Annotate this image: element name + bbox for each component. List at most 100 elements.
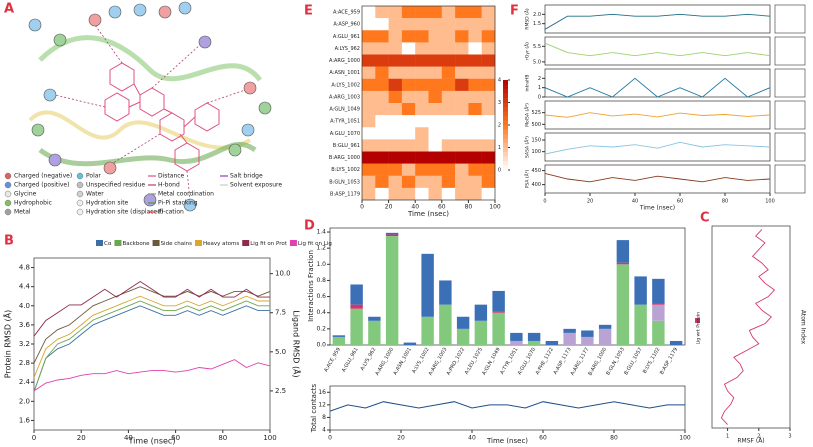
heat-cell [362, 18, 376, 31]
data-line [33, 280, 270, 337]
panel-letter: C [700, 211, 710, 226]
heat-cell [455, 18, 469, 31]
bar-segment [439, 304, 452, 345]
heat-cell [428, 139, 442, 152]
heat-cell [388, 30, 403, 43]
bar-segment [652, 303, 665, 305]
heat-cell [468, 151, 482, 164]
heat-cell [441, 90, 456, 104]
histogram-frame [774, 4, 806, 34]
heat-cell [428, 187, 442, 201]
heat-cell [375, 151, 389, 164]
legend-label: Salt bridge [230, 173, 263, 180]
y-axis-label: Protein RMSD (Å) [2, 310, 13, 379]
heat-cell [441, 42, 456, 55]
heat-cell [388, 115, 403, 128]
heat-cell [415, 54, 429, 67]
x-tick-label: 20 [397, 435, 405, 442]
heat-cell [401, 30, 416, 43]
y-tick-label: 3.6 [19, 321, 31, 329]
heat-cell [455, 127, 469, 140]
bar-segment [350, 304, 363, 309]
x-tick-label: 100 [765, 199, 775, 205]
heat-cell [481, 187, 496, 201]
interaction-lines [54, 24, 246, 201]
bar-segment [616, 240, 630, 263]
heat-cell [481, 139, 496, 152]
legend-label: Water [86, 191, 104, 198]
legend-label: Solvent exposure [230, 182, 282, 189]
heat-cell [428, 42, 442, 55]
bar-segment [652, 304, 665, 321]
heat-cell [468, 6, 482, 19]
y-tick-label: 8 [322, 414, 326, 421]
heat-cell [428, 66, 442, 79]
heat-cell [375, 163, 389, 176]
y-tick-label: 1.5 [533, 21, 541, 27]
bar-segment [652, 320, 665, 345]
heat-cell [401, 151, 416, 164]
colorbar-step [503, 89, 508, 94]
heat-cell [362, 90, 376, 104]
bar-segment [527, 332, 541, 341]
heat-cell [481, 127, 496, 140]
x-tick-label: A:LEU_1025 [464, 347, 484, 376]
heat-cell [401, 127, 416, 140]
heat-cell [415, 115, 429, 128]
legend-symbol [76, 190, 84, 198]
y-tick-label: 0.4 [316, 309, 326, 316]
heat-cell [388, 54, 403, 67]
heat-cell [401, 66, 416, 79]
y-tick-label: 0 [538, 95, 541, 101]
bar-segment [545, 340, 559, 345]
legend-symbol [4, 199, 12, 207]
colorbar-step [503, 143, 508, 148]
heat-cell [441, 66, 456, 79]
heat-cell [415, 127, 429, 140]
y-tick-label: 4.8 [19, 264, 30, 272]
bar-segment [403, 342, 417, 345]
x-tick-label: 100 [489, 204, 501, 211]
legend-symbol [76, 181, 84, 189]
x-axis-label: RMSF (Å) [737, 438, 764, 445]
heat-cell [481, 115, 496, 128]
heat-cell [415, 6, 429, 19]
x-tick-label: 40 [124, 434, 133, 442]
heat-cell [468, 127, 482, 140]
heat-cell [455, 6, 469, 19]
colorbar-label: 2 [498, 123, 501, 129]
heat-cell [455, 103, 469, 116]
row-label: A:ACE_959 [333, 10, 360, 16]
panel-letter: E [304, 4, 313, 19]
x-axis-label: Time (nsec) [639, 205, 675, 212]
x-tick-label: A:GLU_961 [341, 347, 360, 374]
heat-cell [428, 151, 442, 164]
heat-cell [415, 42, 429, 55]
bar-segment [332, 335, 346, 337]
data-line [544, 42, 771, 57]
y-axis-label: MolSA (Å²) [524, 103, 531, 127]
bar-segment [652, 278, 665, 304]
legend-label: Charged (positive) [14, 182, 69, 189]
heat-cell [455, 187, 469, 201]
bar-segment [598, 328, 612, 345]
heat-cell [455, 139, 469, 152]
y-tick-label: 2.8 [19, 359, 30, 367]
y2-tick-label: 2.5 [275, 387, 286, 395]
panel-letter: D [304, 219, 315, 234]
x-tick-label: 40 [411, 204, 419, 211]
x-tick-label: 100 [679, 435, 691, 442]
panel-letter: A [4, 2, 14, 17]
legend-symbol [4, 208, 12, 216]
row-label: A:ARG_1003 [329, 94, 360, 100]
row-label: A:LYS_1002 [331, 82, 360, 88]
legend-label: Hydration site [86, 200, 129, 207]
heat-cell [468, 187, 482, 201]
heat-cell [468, 18, 482, 31]
heat-cell [455, 175, 469, 189]
x-tick-label: 60 [438, 204, 446, 211]
y-tick-label: 5.5 [533, 44, 541, 50]
y-axis-label: RMSD (Å) [524, 8, 531, 30]
heat-cell [388, 187, 403, 201]
legend-symbol [76, 199, 84, 207]
